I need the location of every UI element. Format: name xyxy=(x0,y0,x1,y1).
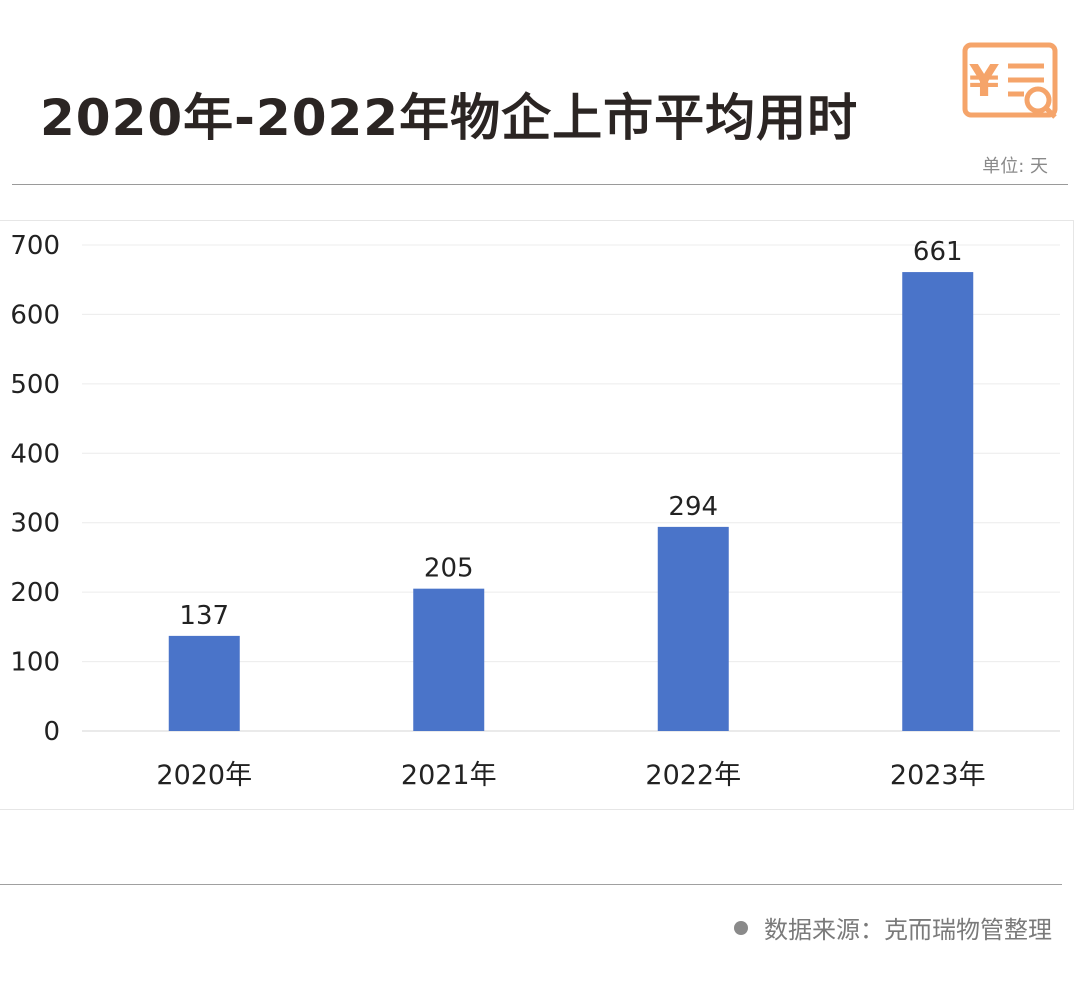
gridlines xyxy=(82,244,1060,732)
footer-divider xyxy=(0,884,1062,885)
source-text: 数据来源：克而瑞物管整理 xyxy=(764,916,1052,944)
x-tick-label: 2022年 xyxy=(645,760,741,791)
chart-frame xyxy=(0,220,1074,810)
unit-label: 单位: 天 xyxy=(982,156,1048,177)
data-label: 137 xyxy=(179,601,229,631)
bar xyxy=(413,588,485,731)
x-tick-label: 2023年 xyxy=(890,760,986,791)
data-label: 205 xyxy=(424,554,474,584)
page-title: 2020年-2022年物企上市平均用时 xyxy=(40,89,859,147)
svg-text:¥: ¥ xyxy=(969,56,1000,107)
x-axis-ticks: 2020年 2021年 2022年 2023年 xyxy=(156,760,985,791)
bar xyxy=(168,635,240,731)
y-tick-label: 700 xyxy=(10,231,60,261)
bar xyxy=(902,272,974,731)
y-tick-label: 100 xyxy=(10,648,60,678)
bar xyxy=(657,526,729,731)
y-tick-label: 0 xyxy=(43,717,60,747)
bars xyxy=(168,272,974,731)
bullet-icon xyxy=(734,920,748,935)
header-divider xyxy=(12,184,1068,185)
y-tick-label: 500 xyxy=(10,370,60,400)
y-tick-label: 300 xyxy=(10,509,60,539)
y-tick-label: 200 xyxy=(10,578,60,608)
data-source: 数据来源：克而瑞物管整理 xyxy=(734,910,1052,945)
data-label: 661 xyxy=(913,237,963,267)
data-label: 294 xyxy=(668,492,718,522)
y-tick-label: 400 xyxy=(10,439,60,469)
x-tick-label: 2021年 xyxy=(401,760,497,791)
bar-chart: 0 100 200 300 400 500 600 700 137 205 294 661 2020… xyxy=(10,231,1060,791)
x-tick-label: 2020年 xyxy=(156,760,252,791)
y-tick-label: 600 xyxy=(10,300,60,330)
data-labels: 137 205 294 661 xyxy=(179,237,962,631)
y-axis-ticks: 0 100 200 300 400 500 600 700 xyxy=(10,231,60,747)
receipt-search-icon: ¥ xyxy=(962,42,1058,119)
